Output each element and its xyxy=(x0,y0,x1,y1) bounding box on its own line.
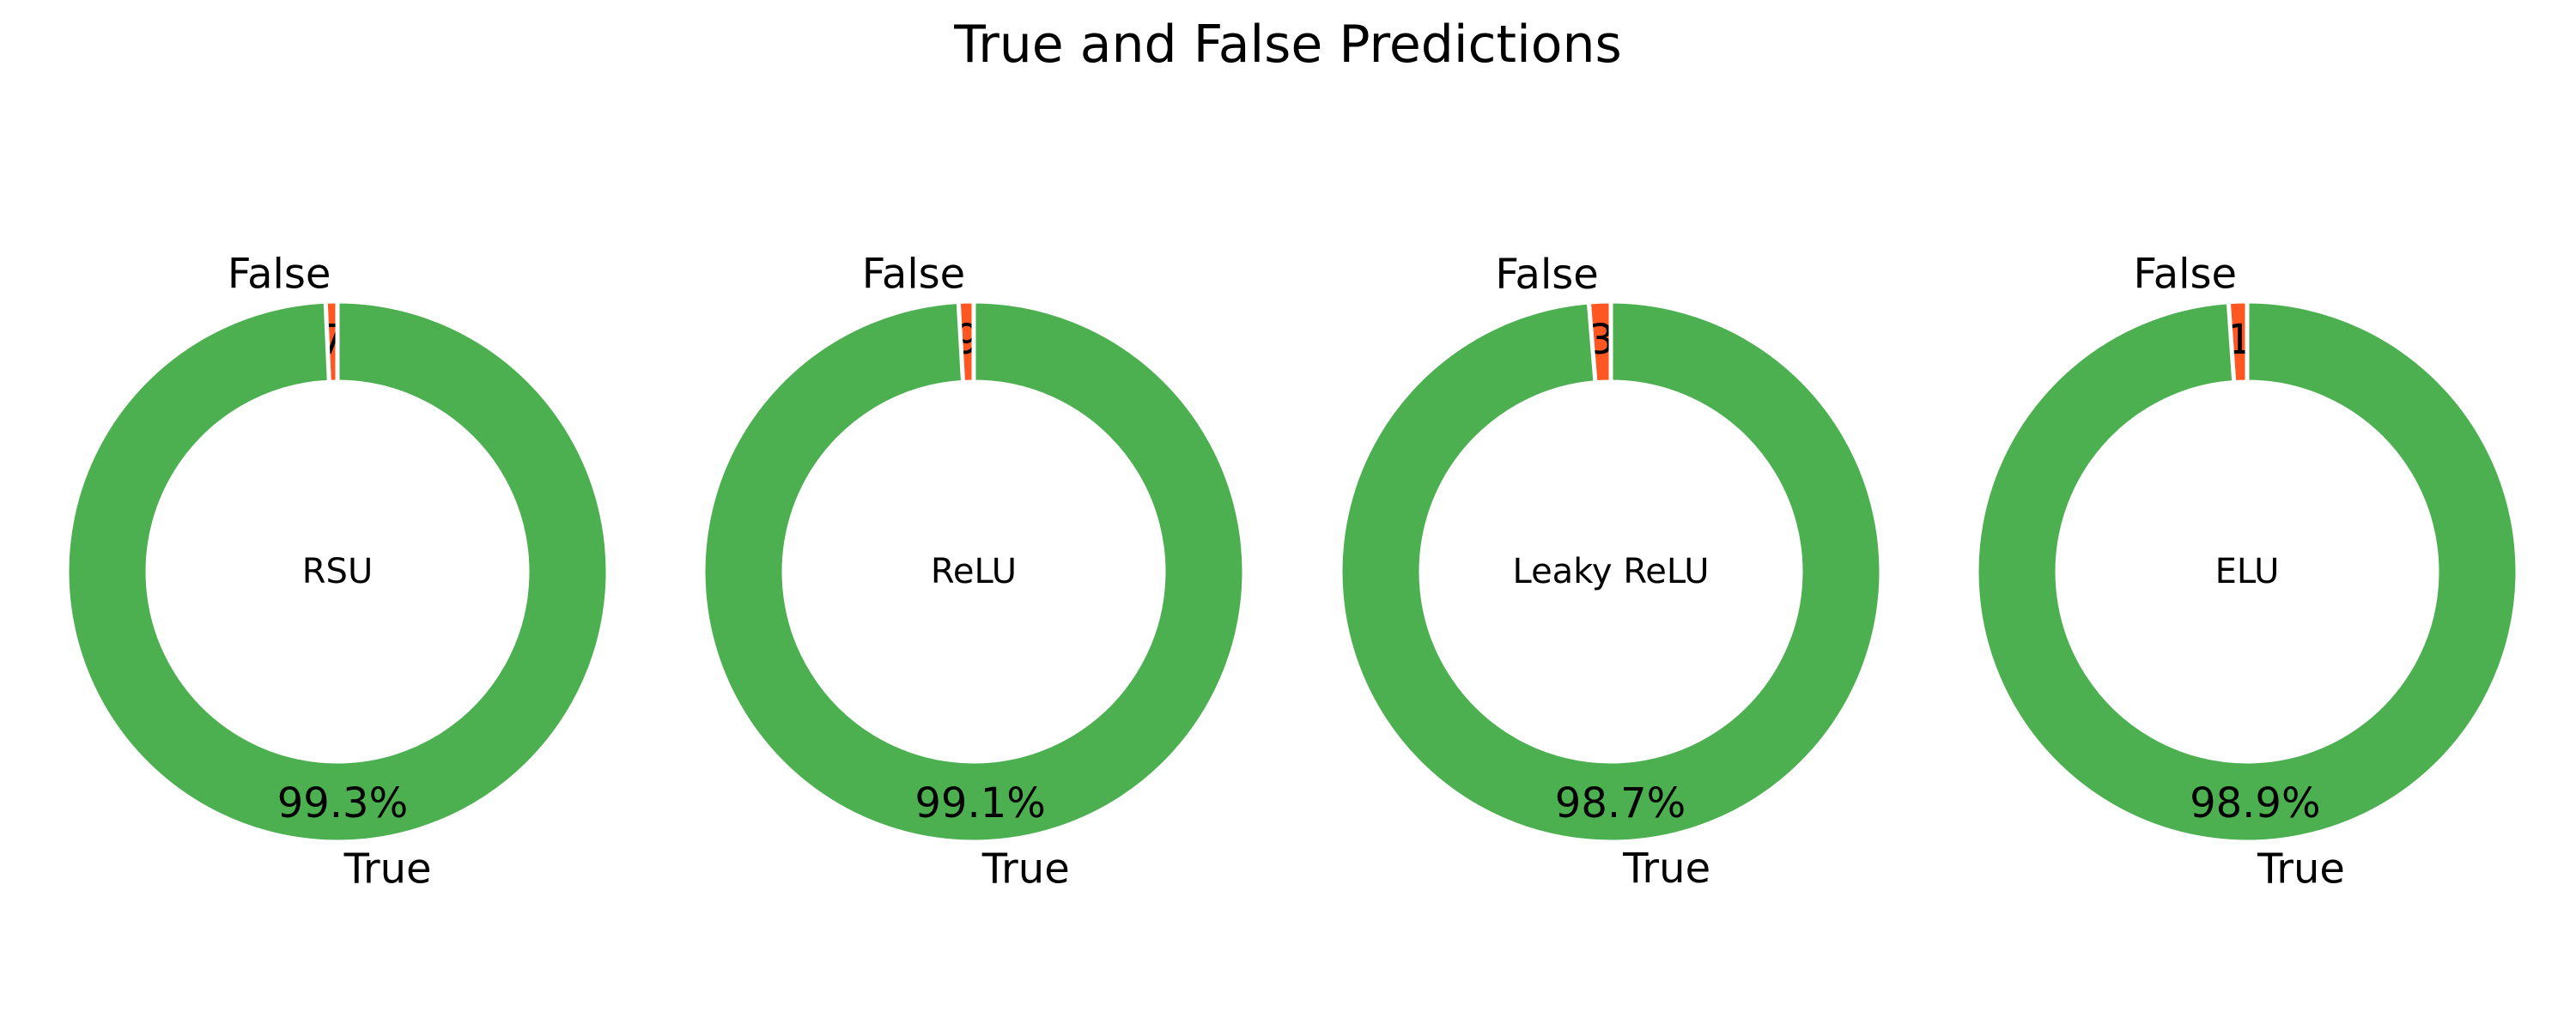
slice-percent-label: 98.9% xyxy=(2190,779,2320,827)
slice-category-label: True xyxy=(1622,845,1710,893)
slice-category-label: False xyxy=(2134,251,2238,299)
slice-percent-label: 99.1% xyxy=(914,779,1045,827)
slice-category-label: True xyxy=(981,845,1070,893)
donut-slice-true xyxy=(701,299,1247,845)
donut-center-label: Leaky ReLU xyxy=(1512,552,1709,591)
donut-charts-group: False0.7%True99.3%RSUFalse0.9%True99.1%R… xyxy=(64,251,2520,893)
donut-slice-true xyxy=(64,299,611,845)
slice-category-label: True xyxy=(343,845,432,893)
slice-category-label: False xyxy=(1495,251,1599,299)
donut-slice-true xyxy=(1974,299,2520,845)
donut-center-label: ReLU xyxy=(931,552,1017,591)
slice-percent-label: 99.3% xyxy=(277,779,408,827)
slice-category-label: True xyxy=(2257,845,2345,893)
slice-percent-label: 98.7% xyxy=(1555,779,1686,827)
slice-category-label: False xyxy=(228,251,331,299)
figure-title: True and False Predictions xyxy=(953,15,1621,75)
donut-center-label: ELU xyxy=(2215,552,2280,591)
slice-category-label: False xyxy=(862,251,966,299)
donut-slice-true xyxy=(1338,299,1884,845)
donut-center-label: RSU xyxy=(302,552,373,591)
